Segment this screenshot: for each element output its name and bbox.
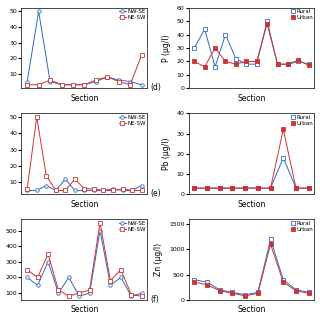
X-axis label: Section: Section: [70, 94, 99, 103]
Y-axis label: Zn (μg/l): Zn (μg/l): [154, 243, 163, 276]
Legend: Rural, Urban: Rural, Urban: [291, 220, 313, 232]
Text: (d): (d): [151, 84, 162, 92]
Legend: NW-SE, NE-SW: NW-SE, NE-SW: [118, 115, 146, 126]
Legend: Rural, Urban: Rural, Urban: [291, 9, 313, 20]
Text: (e): (e): [151, 189, 161, 198]
Y-axis label: P (μg/l): P (μg/l): [162, 34, 171, 62]
X-axis label: Section: Section: [237, 200, 266, 209]
Legend: Rural, Urban: Rural, Urban: [291, 115, 313, 126]
Text: (f): (f): [151, 295, 160, 304]
X-axis label: Section: Section: [237, 94, 266, 103]
Legend: NW-SE, NE-SW: NW-SE, NE-SW: [118, 9, 146, 20]
Y-axis label: Pb (μg/l): Pb (μg/l): [162, 138, 171, 170]
X-axis label: Section: Section: [70, 306, 99, 315]
Legend: NW-SE, NE-SW: NW-SE, NE-SW: [118, 220, 146, 232]
X-axis label: Section: Section: [237, 306, 266, 315]
X-axis label: Section: Section: [70, 200, 99, 209]
